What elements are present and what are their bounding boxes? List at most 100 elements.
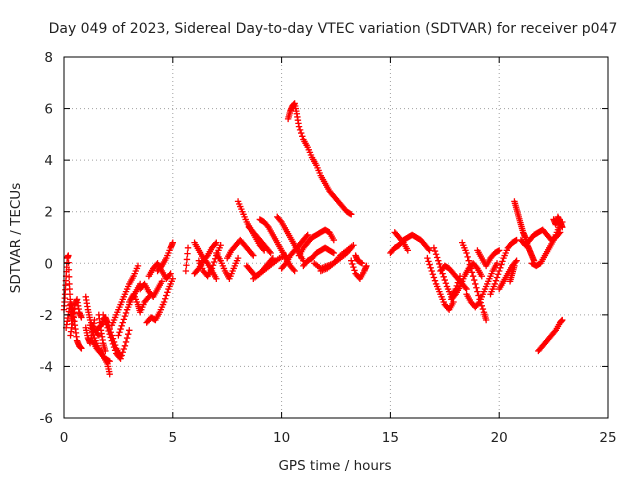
data-point [297,129,305,137]
data-point [427,264,434,271]
y-axis-ticks: -6 -4 -2 0 2 4 6 8 [40,50,608,427]
data-point [249,251,256,258]
x-tick-label: 5 [169,430,178,446]
data-point [350,242,357,249]
data-point [110,343,118,351]
data-point [121,312,129,320]
data-point [104,324,111,331]
series-track-53 [550,213,566,231]
data-point [123,334,131,342]
y-axis-label: SDTVAR / TECUs [8,183,24,293]
series-track-48 [496,257,520,293]
data-point [363,262,370,270]
x-tick-label: 20 [491,430,508,446]
data-point [425,258,432,265]
data-point [117,355,124,362]
data-point [65,252,72,259]
series-track-43 [448,260,485,303]
data-point [116,329,123,336]
data-point [213,275,220,282]
data-point [78,345,85,352]
data-point [291,267,298,275]
data-point [217,242,224,249]
data-point [430,274,438,281]
data-point [426,247,433,254]
data-point [472,280,479,288]
series-track-50 [511,198,538,264]
data-point [424,254,431,262]
series-track-10 [99,311,133,362]
data-point [118,322,125,330]
data-point [213,239,220,246]
data-point [296,126,304,134]
data-point [86,321,94,329]
data-point [119,319,126,326]
data-point [290,266,297,273]
series-track-17 [154,239,176,275]
y-tick-label: 6 [44,102,53,118]
series-track-54 [535,316,566,355]
data-point [463,249,470,257]
data-point [264,222,271,230]
data-point [497,264,504,271]
data-point [122,309,130,317]
data-point [120,345,128,353]
data-point [303,233,310,240]
plot-frame [63,56,609,419]
data-point [493,274,501,281]
series-track-30 [278,231,311,272]
series-track-27 [250,252,290,282]
data-point [203,253,210,261]
data-point [90,331,97,339]
data-point [111,347,119,354]
data-point [105,327,112,335]
data-point [115,332,122,339]
data-point [482,316,490,324]
data-point [266,248,273,255]
data-point [465,257,472,264]
series-track-14 [136,278,166,301]
series-track-20 [191,239,220,277]
data-point [299,133,306,140]
data-point [442,280,450,287]
x-tick-label: 15 [382,430,399,446]
data-point [478,302,485,310]
data-point [109,340,117,348]
data-point [425,245,432,253]
data-point [475,300,482,307]
series-track-23 [224,236,257,262]
data-point [166,271,173,279]
data-point [65,259,72,266]
data-point [478,272,485,280]
data-point [474,288,481,295]
series-track-33 [300,244,338,270]
series-track-16 [143,275,176,326]
series-track-26 [245,223,274,257]
data-point [491,280,499,288]
data-point [99,311,107,319]
data-point [183,256,191,263]
data-point [431,277,439,284]
y-tick-label: -6 [40,411,53,427]
data-point [440,273,447,281]
data-point [267,249,274,257]
y-tick-label: -2 [40,308,53,324]
data-point [144,294,151,302]
data-point [551,328,558,335]
series-track-18 [182,244,192,275]
data-point [89,328,96,335]
data-point [451,292,458,299]
data-point [435,257,442,264]
data-point [118,352,125,359]
data-point [499,258,506,265]
data-point [161,295,169,302]
data-point [494,271,502,278]
data-point [431,247,439,255]
data-point [429,271,437,278]
data-point [209,262,217,269]
data-point [399,238,406,245]
data-point [281,261,289,268]
data-point [432,251,440,258]
data-point [330,236,338,244]
